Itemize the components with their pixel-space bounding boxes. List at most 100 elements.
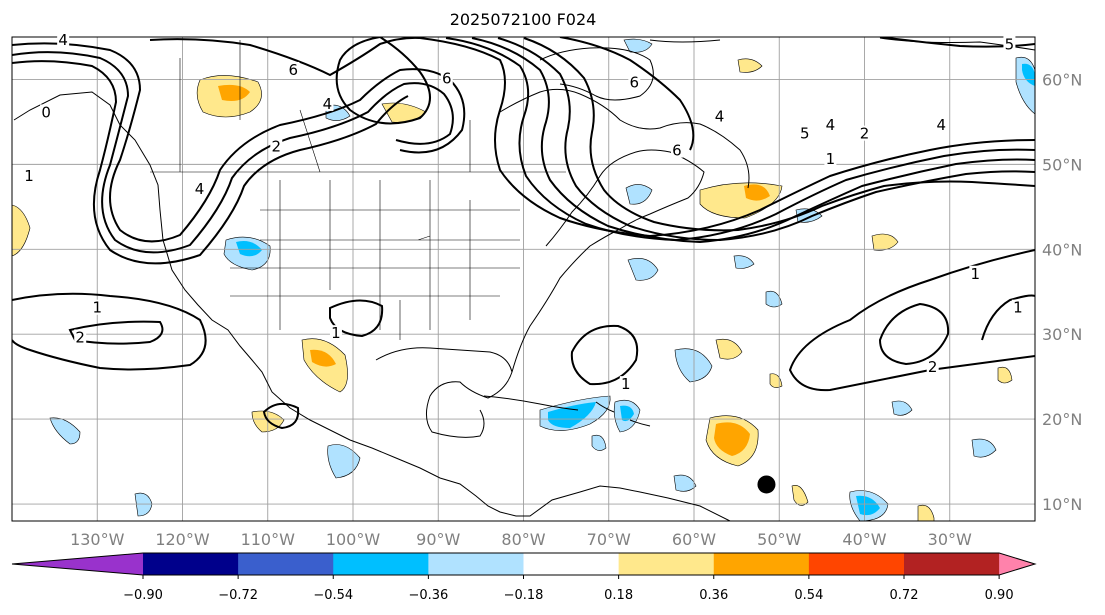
positive-anomaly-patch: [997, 366, 1013, 384]
contour-label: 1: [971, 265, 981, 283]
coastlines: [13, 37, 1035, 521]
contour-label-backdrop: [270, 138, 283, 154]
contour-label-backdrop: [670, 142, 683, 158]
contour-label: 1: [1013, 299, 1023, 317]
longitude-label: 60°W: [672, 530, 716, 549]
contour-label-backdrop: [628, 74, 641, 90]
contour-line: [878, 302, 950, 366]
contour-label: 1: [826, 150, 836, 168]
contour-label: 1: [92, 299, 102, 317]
contour-label-backdrop: [969, 265, 982, 281]
negative-anomaly-patch: [891, 400, 913, 416]
contour-label: 6: [630, 74, 640, 92]
negative-anomaly-patch: [765, 290, 783, 308]
contour-label-backdrop: [935, 117, 948, 133]
colorbar-segment: [618, 553, 715, 575]
caribbean-islands: [483, 395, 651, 427]
negative-anomaly-core: [620, 405, 634, 422]
negative-anomaly-patch: [971, 438, 997, 458]
negative-anomaly-patch: [674, 348, 713, 383]
contour-label: 4: [936, 116, 946, 134]
positive-anomaly-core: [714, 422, 750, 456]
positive-anomaly-patch: [715, 338, 743, 360]
longitude-label: 70°W: [587, 530, 631, 549]
negative-anomaly-patch: [733, 255, 755, 269]
colorbar-tick-label: 0.90: [985, 588, 1014, 603]
colorbar-segment: [333, 553, 429, 575]
colorbar-segment: [808, 553, 905, 575]
colorbar-tick-label: 0.72: [890, 588, 919, 603]
negative-anomaly-core: [856, 495, 880, 516]
positive-anomaly-patch: [871, 233, 899, 251]
contour-label: 0: [41, 103, 51, 121]
latitude-label: 40°N: [1042, 240, 1082, 259]
latitude-label: 50°N: [1042, 155, 1082, 174]
contour-line: [262, 402, 300, 430]
contour-label-backdrop: [619, 376, 632, 392]
contour-label: 1: [621, 375, 631, 393]
contour-line: [12, 292, 207, 371]
negative-anomaly-core: [1022, 63, 1035, 86]
positive-anomaly-patch: [791, 485, 809, 506]
contour-label-backdrop: [798, 125, 811, 141]
longitude-label: 80°W: [501, 530, 545, 549]
contour-label: 4: [58, 31, 68, 49]
colorbar-segment: [238, 553, 334, 575]
negative-anomaly-patch: [673, 474, 697, 492]
contour-label: 2: [272, 137, 282, 155]
contour-label-backdrop: [440, 70, 453, 86]
contour-label-backdrop: [40, 104, 53, 120]
contour-label: 2: [860, 125, 870, 143]
contour-label: 4: [715, 108, 725, 126]
longitude-label: 110°W: [241, 530, 296, 549]
contour-label-backdrop: [1011, 299, 1024, 315]
colorbar-segment: [143, 553, 239, 575]
political-borders: [150, 40, 566, 340]
arctic-island-coastline: [539, 47, 654, 101]
contour-label: 2: [75, 328, 85, 346]
colorbar-tick-label: −0.72: [218, 588, 258, 603]
colorbar-segment: [523, 553, 620, 575]
colorbar-tick-label: −0.18: [504, 588, 544, 603]
colorbar-segment: [428, 553, 524, 575]
contour-line: [68, 320, 164, 345]
contour-label-backdrop: [23, 168, 36, 184]
positive-anomaly-patch: [737, 58, 763, 73]
latitude-labels: 60°N 50°N 40°N 30°N 20°N 10°N: [1042, 70, 1082, 514]
contour-label-backdrop: [57, 32, 70, 48]
negative-anomaly-patch: [623, 38, 653, 53]
negative-anomaly-patch: [625, 184, 653, 205]
latitude-label: 10°N: [1042, 495, 1082, 514]
colorbar-tick-label: −0.90: [123, 588, 163, 603]
colorbar-segment: [904, 553, 1000, 575]
atlantic-coastline: [511, 149, 705, 373]
colorbar-extend-low: [12, 553, 143, 575]
contour-label: 4: [826, 116, 836, 134]
contour-label-backdrop: [713, 108, 726, 124]
contour-label-backdrop: [824, 117, 837, 133]
latitude-label: 30°N: [1042, 325, 1082, 344]
positive-anomaly-core: [310, 349, 336, 367]
contour-label: 4: [195, 180, 205, 198]
contour-label-backdrop: [824, 151, 837, 167]
latitude-label: 20°N: [1042, 410, 1082, 429]
map-panel: [11, 36, 1036, 522]
contour-label: 6: [289, 61, 299, 79]
contour-label: 2: [928, 358, 938, 376]
positive-anomaly-core: [744, 184, 770, 201]
contour-label-backdrop: [858, 125, 871, 141]
contour-label: 5: [1005, 35, 1015, 53]
negative-anomaly-patch: [591, 434, 607, 451]
state-province-borders: [150, 40, 566, 340]
colorbar-tick-label: −0.36: [408, 588, 448, 603]
colorbar-tick-label: 0.18: [604, 588, 633, 603]
contour-label-backdrop: [91, 299, 104, 315]
contour-line: [335, 37, 431, 125]
positive-anomaly-core: [218, 84, 250, 101]
longitude-labels: 130°W 120°W 110°W 100°W 90°W 80°W 70°W 60°W 50°W…: [70, 530, 972, 549]
latitude-label: 60°N: [1042, 70, 1082, 89]
positive-anomaly-patch: [12, 204, 31, 257]
contour-label-backdrop: [74, 329, 87, 345]
negative-anomaly-core: [548, 402, 596, 428]
